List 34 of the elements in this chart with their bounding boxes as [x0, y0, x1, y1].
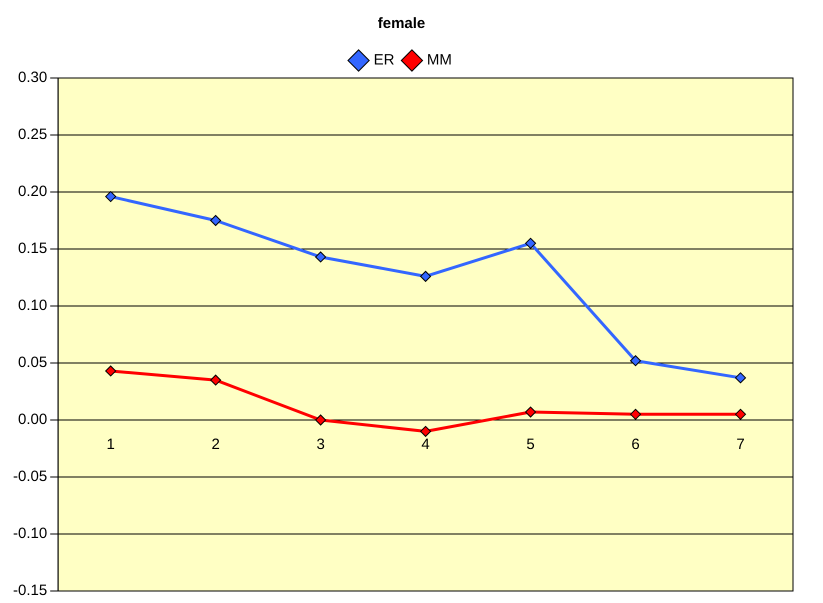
y-tick-label: -0.15 [12, 582, 48, 600]
point [735, 372, 746, 384]
point [105, 365, 116, 376]
y-tick-label: 0.20 [18, 183, 48, 200]
x-tick-label: 2 [211, 436, 220, 454]
point [735, 408, 746, 420]
chart-title: female [378, 15, 426, 32]
point [525, 238, 536, 249]
y-tick-label: -0.05 [12, 468, 48, 486]
x-tick-label: 1 [106, 436, 115, 454]
x-tick-label: 7 [736, 436, 745, 454]
point [105, 191, 116, 202]
y-tick-label: -0.10 [12, 525, 48, 542]
point [525, 406, 536, 418]
x-tick-label: 5 [526, 436, 535, 454]
point [630, 355, 642, 366]
y-tick-label: 0.30 [18, 69, 48, 86]
point [420, 426, 432, 437]
y-tick-label: 0.00 [18, 411, 48, 428]
point [420, 270, 432, 282]
legend-label: ER [374, 52, 395, 69]
point [315, 414, 326, 426]
legend-label: MM [426, 52, 452, 69]
point [210, 374, 222, 386]
y-tick-label: 0.25 [18, 126, 48, 144]
point [210, 215, 222, 226]
y-tick-label: 0.10 [18, 297, 48, 314]
x-tick-label: 3 [316, 436, 325, 454]
x-tick-label: 6 [631, 436, 640, 454]
point [315, 251, 326, 262]
x-tick-label: 4 [421, 436, 430, 454]
y-tick-label: 0.05 [18, 354, 48, 372]
y-tick-label: 0.15 [18, 240, 48, 258]
point [630, 408, 642, 420]
